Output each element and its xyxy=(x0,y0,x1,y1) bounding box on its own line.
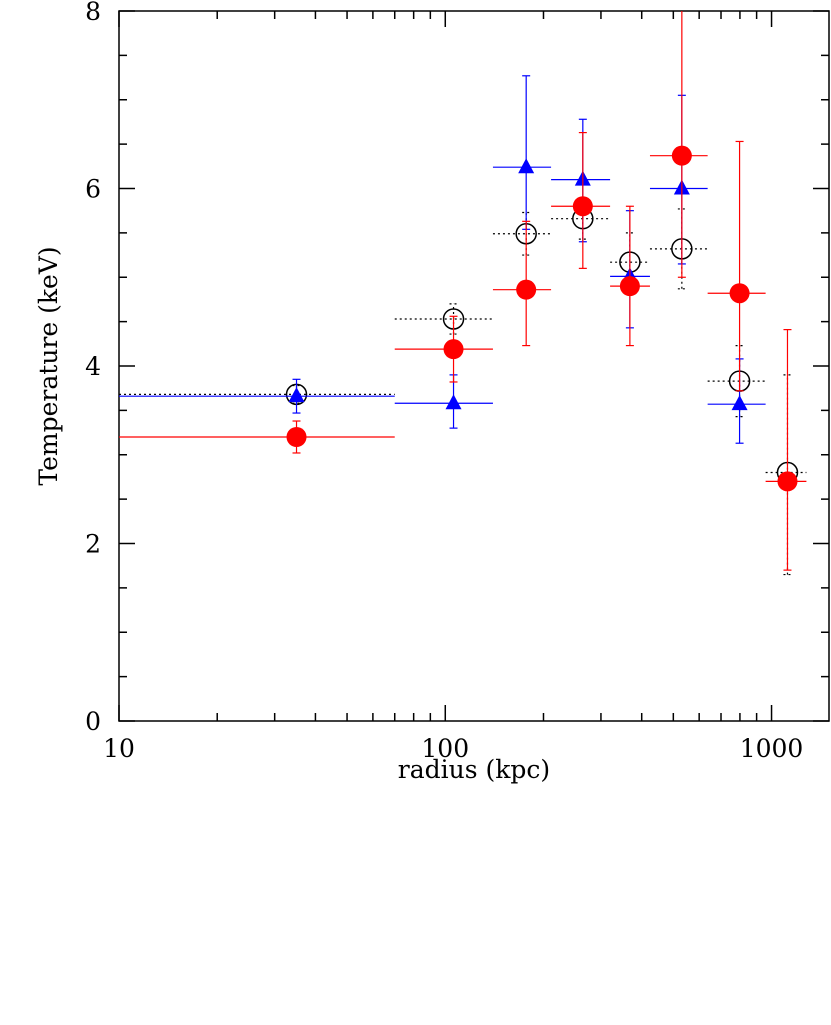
y-tick-label: 2 xyxy=(85,530,101,559)
y-axis-label: Temperature (keV) xyxy=(34,246,63,485)
y-tick-label: 4 xyxy=(85,352,101,381)
y-tick-label: 0 xyxy=(85,707,101,736)
x-axis-label: radius (kpc) xyxy=(398,755,550,784)
point xyxy=(572,196,593,217)
x-tick-label: 100 xyxy=(421,734,469,763)
x-tick-label: 10 xyxy=(103,734,135,763)
point xyxy=(516,279,537,300)
point xyxy=(777,471,798,492)
x-tick-label: 1000 xyxy=(740,734,804,763)
point xyxy=(443,339,464,360)
point xyxy=(729,283,750,304)
y-tick-label: 8 xyxy=(85,0,101,26)
point xyxy=(518,158,535,174)
plot-frame xyxy=(118,10,830,722)
point xyxy=(445,394,462,410)
point xyxy=(731,395,748,411)
point xyxy=(671,145,692,166)
point xyxy=(286,427,307,447)
point xyxy=(619,276,640,297)
y-tick-label: 6 xyxy=(85,175,101,204)
point xyxy=(288,387,305,403)
